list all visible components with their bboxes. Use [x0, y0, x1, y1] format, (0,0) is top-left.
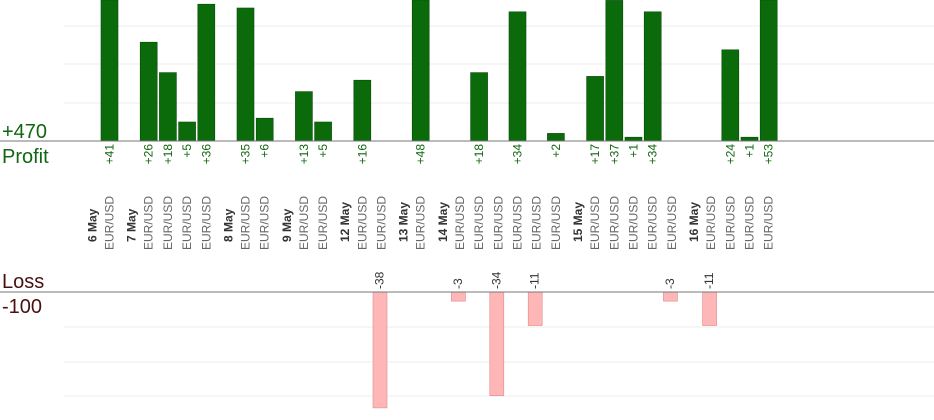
profit-value-label: +5 — [180, 144, 194, 158]
pair-label: EUR/USD — [355, 196, 369, 250]
date-label: 13 May — [397, 202, 411, 242]
profit-bar — [643, 11, 662, 142]
profit-bar — [508, 11, 527, 142]
pair-label: EUR/USD — [297, 196, 311, 250]
profit-value-label: +24 — [723, 144, 737, 165]
date-label: 6 May — [85, 208, 99, 242]
profit-bar — [586, 76, 604, 142]
profit-value-label: +6 — [258, 144, 272, 158]
loss-bar — [702, 291, 717, 326]
pair-label: EUR/USD — [762, 196, 776, 250]
loss-value-label: -11 — [702, 272, 716, 289]
pair-label: EUR/USD — [588, 196, 602, 250]
loss-value-label: -3 — [451, 278, 465, 289]
date-label: 16 May — [687, 202, 701, 242]
profit-bar — [236, 7, 255, 142]
profit-value-label: +18 — [161, 144, 175, 165]
loss-value-label: -11 — [528, 272, 542, 289]
profit-bar — [139, 41, 158, 142]
pair-label: EUR/USD — [375, 196, 389, 250]
pair-label: EUR/USD — [530, 196, 544, 250]
profit-value-label: +34 — [646, 144, 660, 165]
profit-value-label: +1 — [743, 144, 757, 158]
pair-label: EUR/USD — [549, 196, 563, 250]
pair-label: EUR/USD — [414, 196, 428, 250]
loss-value-label: -38 — [373, 271, 387, 289]
profit-bar — [740, 136, 759, 142]
loss-bar — [451, 291, 466, 302]
profit-bar — [353, 79, 372, 142]
profit-bar — [759, 0, 778, 142]
pair-label: EUR/USD — [472, 196, 486, 250]
profit-value-label: +41 — [103, 144, 117, 165]
axes — [0, 140, 934, 293]
pair-label: EUR/USD — [316, 196, 330, 250]
loss-value-label: -3 — [663, 278, 677, 289]
profit-value-label: +1 — [627, 144, 641, 158]
date-label: 8 May — [221, 208, 235, 242]
loss-bar — [663, 291, 678, 302]
profit-title: Profit — [2, 146, 49, 168]
pair-label: EUR/USD — [199, 196, 213, 250]
loss-bar — [527, 291, 543, 326]
profit-bar — [197, 3, 216, 142]
pair-label: EUR/USD — [161, 196, 175, 250]
bar-labels: 6 May EUR/USD+417 May EUR/USD+26EUR/USD+18… — [85, 144, 775, 289]
bars — [100, 0, 778, 409]
profit-bar — [547, 133, 565, 142]
date-label: 9 May — [280, 208, 294, 242]
date-label: 14 May — [436, 202, 450, 242]
profit-value-label: +26 — [142, 144, 156, 165]
profit-value-label: +17 — [588, 144, 602, 165]
profit-bar — [605, 0, 624, 142]
profit-value-label: +36 — [199, 144, 213, 165]
profit-value-label: +35 — [239, 144, 253, 165]
profit-bar — [159, 72, 177, 142]
date-label: 15 May — [571, 202, 585, 242]
date-label: 12 May — [338, 202, 352, 242]
profit-bar — [314, 121, 332, 142]
profit-value-label: +16 — [355, 144, 369, 165]
pair-label: EUR/USD — [491, 196, 505, 250]
pair-label: EUR/USD — [723, 196, 737, 250]
date-label: 7 May — [125, 208, 139, 242]
profit-bar — [721, 49, 740, 142]
pair-label: EUR/USD — [665, 196, 679, 250]
pair-label: EUR/USD — [258, 196, 272, 250]
loss-bar — [489, 291, 505, 396]
profit-value-label: +48 — [414, 144, 428, 165]
loss-scale-label: -100 — [2, 296, 42, 318]
pair-label: EUR/USD — [180, 196, 194, 250]
pair-label: EUR/USD — [627, 196, 641, 250]
profit-bar — [178, 121, 196, 142]
profit-bar — [470, 72, 488, 142]
pair-label: EUR/USD — [142, 196, 156, 250]
pair-label: EUR/USD — [646, 196, 660, 250]
loss-value-label: -34 — [489, 271, 503, 289]
pair-label: EUR/USD — [607, 196, 621, 250]
loss-title: Loss — [2, 271, 44, 293]
profit-bar — [411, 0, 430, 142]
pair-label: EUR/USD — [743, 196, 757, 250]
profit-value-label: +13 — [297, 144, 311, 165]
profit-bar — [295, 91, 313, 142]
profit-bar — [624, 136, 643, 142]
profit-value-label: +34 — [511, 144, 525, 165]
profit-value-label: +2 — [549, 144, 563, 158]
profit-value-label: +53 — [762, 144, 776, 165]
profit-scale-label: +470 — [2, 121, 47, 143]
profit-value-label: +5 — [316, 144, 330, 158]
pair-label: EUR/USD — [103, 196, 117, 250]
pair-label: EUR/USD — [704, 196, 718, 250]
profit-bar — [255, 117, 274, 142]
pair-label: EUR/USD — [511, 196, 525, 250]
pair-label: EUR/USD — [239, 196, 253, 250]
loss-bar — [372, 291, 388, 409]
profit-value-label: +18 — [472, 144, 486, 165]
profit-bar — [100, 0, 119, 142]
profit-value-label: +37 — [607, 144, 621, 165]
pair-label: EUR/USD — [453, 196, 467, 250]
